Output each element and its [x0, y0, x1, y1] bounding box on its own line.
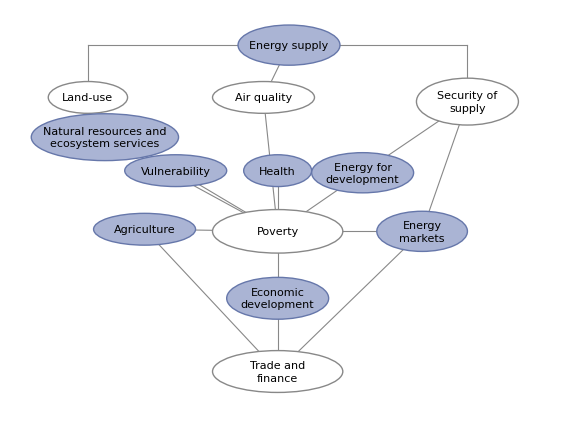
Text: Natural resources and
ecosystem services: Natural resources and ecosystem services	[43, 127, 166, 149]
Ellipse shape	[416, 79, 518, 126]
Text: Security of
supply: Security of supply	[438, 91, 498, 114]
Ellipse shape	[238, 26, 340, 66]
Text: Land-use: Land-use	[62, 93, 113, 103]
Ellipse shape	[213, 210, 343, 253]
Ellipse shape	[377, 212, 468, 252]
Ellipse shape	[312, 153, 414, 193]
Text: Air quality: Air quality	[235, 93, 292, 103]
Ellipse shape	[213, 82, 314, 114]
Ellipse shape	[125, 155, 227, 187]
Ellipse shape	[213, 351, 343, 392]
Text: Energy
markets: Energy markets	[399, 221, 445, 243]
Ellipse shape	[227, 278, 329, 320]
Text: Economic
development: Economic development	[241, 288, 314, 310]
Text: Agriculture: Agriculture	[114, 225, 175, 235]
Text: Vulnerability: Vulnerability	[140, 166, 211, 176]
Ellipse shape	[31, 115, 179, 161]
Text: Poverty: Poverty	[257, 227, 299, 237]
Ellipse shape	[244, 155, 312, 187]
Ellipse shape	[94, 214, 195, 245]
Ellipse shape	[49, 82, 128, 114]
Text: Trade and
finance: Trade and finance	[250, 360, 305, 383]
Text: Energy for
development: Energy for development	[326, 162, 399, 184]
Text: Energy supply: Energy supply	[249, 41, 329, 51]
Text: Health: Health	[260, 166, 296, 176]
